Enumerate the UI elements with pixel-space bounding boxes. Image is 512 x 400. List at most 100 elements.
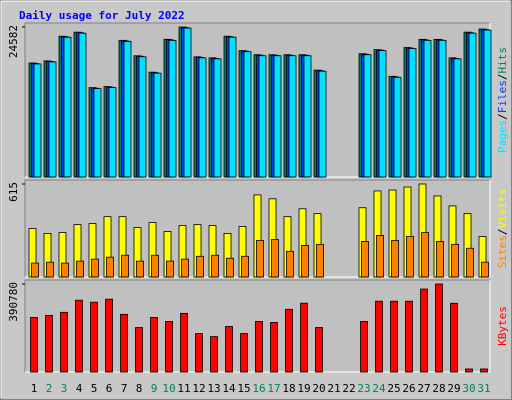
x-tick-label: 10 bbox=[162, 382, 175, 395]
x-tick-label: 13 bbox=[207, 382, 220, 395]
x-tick-label: 17 bbox=[267, 382, 280, 395]
bar bbox=[408, 48, 417, 178]
x-tick-label: 28 bbox=[432, 382, 445, 395]
bar bbox=[465, 368, 473, 373]
x-tick-label: 5 bbox=[91, 382, 98, 395]
bar bbox=[256, 240, 264, 278]
bar bbox=[435, 283, 443, 373]
x-tick-label: 29 bbox=[447, 382, 460, 395]
bar bbox=[210, 336, 218, 373]
bar bbox=[45, 314, 53, 373]
bar bbox=[361, 241, 369, 278]
bar bbox=[63, 36, 72, 178]
bar bbox=[258, 55, 267, 178]
x-tick-label: 27 bbox=[417, 382, 430, 395]
legend-separator: / bbox=[496, 229, 509, 236]
bar bbox=[31, 262, 39, 278]
legend-entry: Hits bbox=[496, 47, 509, 74]
bar bbox=[303, 55, 312, 178]
bar bbox=[166, 260, 174, 278]
bar bbox=[183, 27, 192, 178]
bar bbox=[405, 300, 413, 373]
bar bbox=[480, 368, 488, 373]
bar bbox=[90, 301, 98, 373]
bar bbox=[181, 258, 189, 278]
bar bbox=[453, 58, 462, 178]
bar bbox=[421, 232, 429, 278]
bar bbox=[450, 302, 458, 373]
bar bbox=[91, 258, 99, 278]
y-tick-label: 615 bbox=[7, 182, 20, 202]
bar bbox=[315, 327, 323, 373]
y-tick-label: 390780 bbox=[7, 282, 20, 322]
bar bbox=[273, 55, 282, 178]
bar bbox=[393, 76, 402, 178]
bar bbox=[30, 316, 38, 373]
bar bbox=[75, 299, 83, 373]
x-tick-label: 2 bbox=[46, 382, 53, 395]
bar bbox=[378, 50, 387, 178]
bar bbox=[363, 54, 372, 178]
bar bbox=[286, 250, 294, 278]
bar bbox=[33, 63, 42, 178]
bar bbox=[196, 255, 204, 278]
chart-title: Daily usage for July 2022 bbox=[19, 9, 185, 22]
x-tick-label: 30 bbox=[462, 382, 475, 395]
bar bbox=[271, 239, 279, 278]
bar bbox=[376, 235, 384, 278]
legend-entry: KBytes bbox=[496, 306, 509, 346]
bar bbox=[168, 39, 177, 178]
bar bbox=[301, 244, 309, 278]
y-tick-label: 24582 bbox=[7, 25, 20, 58]
legend-separator: / bbox=[496, 74, 509, 81]
bar bbox=[61, 262, 69, 278]
x-tick-label: 31 bbox=[477, 382, 490, 395]
bar bbox=[240, 333, 248, 373]
legend: Sites/Visits bbox=[496, 189, 509, 269]
bar bbox=[150, 316, 158, 373]
bar bbox=[211, 254, 219, 278]
bar bbox=[225, 326, 233, 373]
bar bbox=[136, 260, 144, 278]
legend-entry: Visits bbox=[496, 189, 509, 229]
x-tick-label: 25 bbox=[387, 382, 400, 395]
x-tick-label: 20 bbox=[312, 382, 325, 395]
bar bbox=[108, 87, 117, 178]
bar bbox=[228, 36, 237, 178]
x-tick-label: 22 bbox=[342, 382, 355, 395]
bar bbox=[123, 40, 132, 178]
bar bbox=[48, 61, 57, 178]
bar bbox=[138, 56, 147, 178]
bar bbox=[180, 312, 188, 373]
x-tick-label: 23 bbox=[357, 382, 370, 395]
bar bbox=[106, 256, 114, 278]
legend-entry: Pages bbox=[496, 120, 509, 153]
x-tick-label: 9 bbox=[151, 382, 158, 395]
bar bbox=[213, 58, 222, 178]
legend: Pages/Files/Hits bbox=[496, 47, 509, 153]
bar bbox=[198, 57, 207, 178]
bar bbox=[195, 333, 203, 373]
bar bbox=[241, 255, 249, 278]
x-tick-label: 4 bbox=[76, 382, 83, 395]
bar bbox=[288, 55, 297, 178]
bar bbox=[120, 313, 128, 373]
bar bbox=[483, 29, 492, 178]
bar bbox=[466, 247, 474, 278]
bar bbox=[375, 300, 383, 373]
bar bbox=[436, 241, 444, 278]
bar bbox=[105, 298, 113, 373]
bar bbox=[285, 308, 293, 373]
bar bbox=[451, 243, 459, 278]
x-tick-label: 15 bbox=[237, 382, 250, 395]
bar bbox=[135, 327, 143, 373]
bar bbox=[121, 254, 129, 278]
x-tick-label: 24 bbox=[372, 382, 386, 395]
x-tick-label: 7 bbox=[121, 382, 128, 395]
bar bbox=[360, 321, 368, 373]
x-tick-label: 16 bbox=[252, 382, 265, 395]
bar bbox=[255, 321, 263, 373]
legend: KBytes bbox=[496, 306, 509, 346]
bar bbox=[93, 88, 102, 178]
bar bbox=[468, 32, 477, 178]
